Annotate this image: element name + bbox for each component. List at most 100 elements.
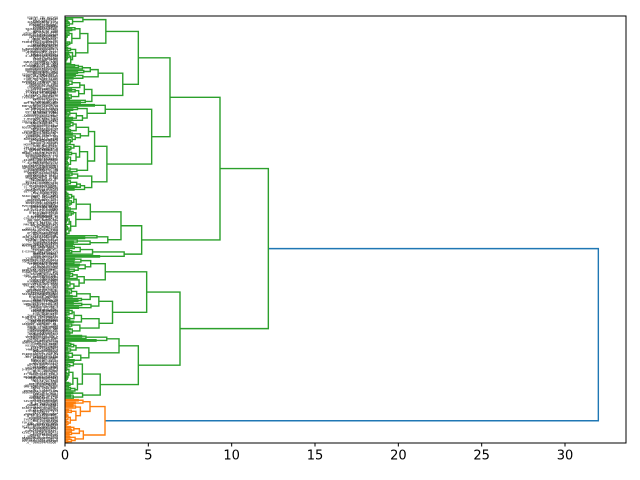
dendrogram-link — [180, 167, 270, 330]
dendrogram-link — [76, 126, 90, 137]
leaf-label: K_EQQ89C14FYM_VRU4 — [25, 63, 58, 67]
leaf-label: ZT9.AGHYADXW7.UFG — [27, 100, 58, 104]
dendrogram-link — [65, 71, 79, 74]
dendrogram-link — [68, 32, 73, 44]
dendrogram-link — [65, 212, 73, 216]
dendrogram-link — [65, 236, 86, 240]
leaf-label: EJG37K9JB9CMUH4 — [31, 108, 58, 112]
dendrogram-link — [65, 361, 75, 367]
dendrogram-link — [65, 382, 71, 386]
leaf-label: S4S7M359EEDJHHV00W5 — [24, 399, 59, 403]
leaf-label: 3CN0_8GR1F34ZC — [33, 144, 58, 148]
dendrogram-link — [67, 193, 73, 199]
leaf-label: XEPS4-7FR0_M7K. — [31, 386, 58, 390]
dendrogram-link — [65, 79, 70, 83]
leaf-label: VV6JBGM6QUT3DDE — [31, 265, 58, 269]
leaf-label: 61U8HR7YF0V4X.E.F — [27, 155, 58, 159]
leaf-label: MR26C_74DZ1MD352Y25J — [22, 151, 58, 155]
leaf-label: DUR424G61F0QSUJ2ZX — [25, 67, 58, 71]
dendrogram-link — [78, 264, 86, 270]
x-tick-label: 25 — [473, 449, 490, 464]
dendrogram-link — [65, 354, 68, 358]
dendrogram-link — [68, 51, 74, 61]
dendrogram-link — [65, 302, 83, 307]
leaf-label: 86VG15BXU5U0EY-58_ — [25, 180, 58, 184]
dendrogram-link — [71, 324, 81, 332]
leaf-label: VST-229CCRYEKPJK — [29, 209, 58, 213]
leaf-label: 5YQ5KW6MKWCP5NFPBD9 — [24, 417, 59, 421]
dendrogram-link — [65, 398, 79, 402]
dendrogram-link — [75, 430, 85, 440]
leaf-label: 9E0RUBPGGP1N6X.49TET — [22, 390, 58, 394]
leaf-label: .6_-UVHEDV4FK6DQ0- — [25, 440, 58, 444]
leaf-label: DD71FVM_MFFXDD — [33, 56, 58, 60]
leaf-label: NWFXKSUZB_N2BH — [33, 30, 58, 34]
x-tick-label: 20 — [390, 449, 407, 464]
leaf-label: F04HF2.FH0XSG20A1 — [27, 403, 58, 407]
dendrogram-link — [65, 343, 75, 348]
dendrogram-link — [65, 101, 81, 104]
leaf-label: 9H0B2CPQ_-6R-D8 — [31, 359, 58, 363]
leaf-label: W0-XMEVHGGD355RB6N — [25, 107, 58, 111]
dendrogram-link — [65, 249, 70, 253]
dendrogram-link — [65, 316, 69, 320]
dendrogram-link — [65, 182, 69, 186]
leaf-label: -9TC_M-KDTJ-AU — [33, 225, 58, 229]
dendrogram-link — [92, 251, 125, 258]
dendrogram-link — [65, 113, 69, 117]
leaf-label: F0ZR4FYJGCCZQWDHB9TV — [22, 40, 58, 44]
leaf-label: B1MVRR62HHF_ZEVJT — [27, 50, 58, 54]
dendrogram-link — [65, 267, 70, 271]
leaf-label: 2FTKA9GC-43XPT — [33, 356, 58, 360]
dendrogram-link — [65, 240, 74, 244]
leaf-label: Y46N7F12F4TGB0A6KY — [25, 88, 58, 92]
leaf-label: 3469EQDX4-ETRX3PJ — [27, 172, 58, 176]
leaf-label: 1W-K95UBZFGF7Q — [33, 361, 58, 365]
dendrogram-link — [75, 32, 89, 54]
leaf-label: MQJ-N1J4CK.C7-XTN — [27, 363, 58, 367]
leaf-label: 4VFG1QE1FYTVC_.TD0 — [25, 135, 58, 139]
leaf-label: ANMSE3DJYRGUPN — [33, 71, 58, 75]
leaf-label: -GG70-7T0-PUY-J3B0 — [25, 323, 58, 327]
dendrogram-link — [65, 225, 67, 228]
dendrogram-link — [65, 206, 70, 210]
leaf-label: F2EX85_CSTM9CFR — [31, 229, 58, 233]
leaf-label: TJ2N9T49BE1SNRHH — [29, 278, 58, 282]
dendrogram-link — [85, 336, 108, 342]
leaf-label: A40QN.CT6RBYMNK00 — [27, 325, 58, 329]
dendrogram-link — [70, 410, 77, 421]
dendrogram-link — [72, 133, 82, 139]
dendrogram-link — [73, 363, 84, 385]
dendrogram-link — [82, 67, 91, 73]
dendrogram-link — [77, 107, 88, 119]
dendrogram-link — [105, 247, 600, 422]
leaf-label: 1W_V.9NJ5MRGDPK9 — [29, 400, 58, 404]
dendrogram-link — [73, 145, 81, 158]
dendrogram-link — [65, 115, 84, 121]
dendrogram-link — [65, 254, 101, 258]
dendrogram-link — [65, 69, 85, 74]
dendrogram-link — [65, 404, 74, 408]
dendrogram-link — [69, 272, 74, 277]
leaf-label: 5R21NSAZXNMU096KUBKU — [22, 292, 58, 296]
leaf-label: ZV5SZMTWJ4VKN20 — [31, 345, 58, 349]
dendrogram-link — [75, 203, 92, 221]
dendrogram-link — [65, 82, 70, 87]
leaf-label: DWB45JYQTVM5S5_6H6U — [24, 60, 59, 64]
dendrogram-link — [90, 295, 100, 307]
leaf-label: E-D2VH4F-NNZTHBTY-GR — [22, 249, 58, 253]
leaf-label: HPFW12BY87J49P018 — [27, 423, 58, 427]
leaf-label: 4MC0JSANY8CH7_ — [33, 19, 58, 23]
leaf-label: 687TPQK-CNPDKXSHFHF — [24, 190, 59, 194]
leaf-label: H7FBXN8Y7UY349JCZTX — [24, 31, 59, 35]
leaf-label: 88T46P8J3_.0_1 — [33, 410, 58, 414]
dendrogram-link — [65, 28, 73, 32]
leaf-label: YC2SNX6_5-Q_MAEY — [29, 306, 58, 310]
leaf-label: NMWG2MZN9W0VV8 — [33, 349, 58, 353]
dendrogram-link — [68, 80, 73, 86]
dendrogram-link — [65, 55, 72, 64]
leaf-label: V7UM1J-7E7GZTRHHURZ3 — [22, 182, 58, 186]
dendrogram-link — [76, 293, 91, 301]
dendrogram-link — [65, 203, 69, 207]
leaf-label: _7S-71JAETBX-64WMQZE — [22, 185, 58, 189]
